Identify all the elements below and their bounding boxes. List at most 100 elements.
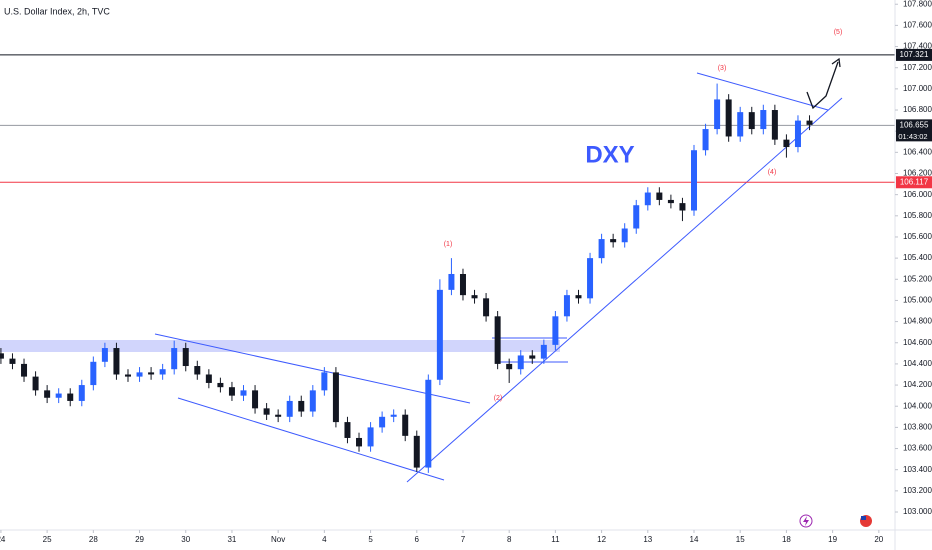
candle-body xyxy=(390,414,397,417)
candle-body xyxy=(113,348,120,375)
flag-canton xyxy=(861,516,866,520)
y-tick-label: 107.200 xyxy=(903,63,932,72)
candle-body xyxy=(748,112,755,130)
candle-body xyxy=(205,374,212,383)
candle-body xyxy=(506,363,513,370)
candle-body xyxy=(552,316,559,345)
candle-body xyxy=(298,400,305,412)
symbol-annotation: DXY xyxy=(585,141,634,168)
candle-body xyxy=(124,374,131,377)
price-label: 106.655 xyxy=(900,120,929,129)
candle-body xyxy=(67,393,74,401)
channel-line xyxy=(177,397,445,481)
support-zone xyxy=(0,340,560,352)
triangle-line xyxy=(696,72,829,111)
candle-body xyxy=(679,203,686,211)
bar-countdown: 01:43:02 xyxy=(898,132,927,141)
y-tick-label: 103.400 xyxy=(903,465,932,474)
candle-body xyxy=(194,366,201,375)
candle-body xyxy=(587,258,594,299)
x-tick-label: 11 xyxy=(551,535,560,544)
candle-body xyxy=(540,344,547,359)
y-tick-label: 106.000 xyxy=(903,190,932,199)
x-tick-label: 20 xyxy=(874,535,883,544)
x-tick-label: 24 xyxy=(0,535,6,544)
candle-body xyxy=(725,99,732,137)
candle-body xyxy=(459,273,466,296)
y-tick-label: 104.800 xyxy=(903,317,932,326)
candle-body xyxy=(321,372,328,391)
marks xyxy=(0,54,895,473)
candle-body xyxy=(794,120,801,148)
y-tick-label: 106.800 xyxy=(903,105,932,114)
candle-body xyxy=(21,363,28,377)
price-label-box xyxy=(896,48,932,61)
candle-body xyxy=(309,390,316,412)
candle-body xyxy=(55,393,62,398)
wave-label: (1) xyxy=(444,241,453,248)
x-tick-label: 7 xyxy=(461,535,466,544)
x-tick-label: 14 xyxy=(690,535,699,544)
price-labels: 107.321 106.655 106.117 xyxy=(896,48,932,189)
candle-body xyxy=(529,355,536,359)
candle-body xyxy=(78,385,85,401)
y-tick-label: 107.400 xyxy=(903,42,932,51)
candle-body xyxy=(494,316,501,364)
price-label: 106.117 xyxy=(900,177,929,186)
candle-body xyxy=(667,199,674,204)
candle-body xyxy=(448,273,455,290)
y-tick-label: 107.800 xyxy=(903,0,932,8)
x-tick-label: 25 xyxy=(43,535,52,544)
x-tick-label: 4 xyxy=(322,535,327,544)
y-tick-label: 104.000 xyxy=(903,401,932,410)
candle-body xyxy=(517,355,524,370)
candle-body xyxy=(760,110,767,130)
x-tick-label: Nov xyxy=(271,535,285,544)
candle-body xyxy=(691,150,698,211)
y-tick-label: 104.200 xyxy=(903,380,932,389)
candle-body xyxy=(9,358,16,364)
candle-body xyxy=(148,372,155,375)
projection-arrow xyxy=(806,61,839,110)
y-tick-label: 104.400 xyxy=(903,359,932,368)
chart-title: U.S. Dollar Index, 2h, TVC xyxy=(4,6,110,16)
candle-body xyxy=(436,289,443,380)
candle-body xyxy=(101,348,108,362)
candle-body xyxy=(344,422,351,438)
candle-body xyxy=(379,416,386,428)
price-label-box xyxy=(896,119,932,142)
x-tick-label: 15 xyxy=(736,535,745,544)
candle-body xyxy=(0,353,4,359)
candle-body xyxy=(263,408,270,415)
trend-line xyxy=(406,97,843,483)
y-tick-label: 107.600 xyxy=(903,20,932,29)
arrow-head xyxy=(831,57,841,68)
wave-label: (5) xyxy=(834,29,843,36)
wave-label: (4) xyxy=(768,169,777,176)
price-label-box xyxy=(896,176,932,189)
candle-body xyxy=(425,379,432,468)
x-tick-label: 31 xyxy=(227,535,236,544)
candle-body xyxy=(159,369,166,375)
candle-body xyxy=(806,120,813,125)
y-tick-label: 105.000 xyxy=(903,296,932,305)
channel-line xyxy=(154,333,471,404)
candle-body xyxy=(471,295,478,299)
lightning-icon xyxy=(803,516,809,526)
candle-body xyxy=(633,205,640,229)
price-label: 107.321 xyxy=(900,50,929,59)
candle-body xyxy=(714,99,721,130)
candle-body xyxy=(286,400,293,417)
y-tick-label: 103.800 xyxy=(903,422,932,431)
candle-body xyxy=(783,139,790,148)
x-tick-label: 8 xyxy=(507,535,512,544)
y-tick-label: 105.600 xyxy=(903,232,932,241)
y-tick-label: 103.000 xyxy=(903,507,932,516)
x-tick-label: 18 xyxy=(782,535,791,544)
candle-body xyxy=(332,372,339,423)
candle-body xyxy=(413,435,420,468)
y-tick-label: 103.600 xyxy=(903,444,932,453)
candle-body xyxy=(240,390,247,396)
